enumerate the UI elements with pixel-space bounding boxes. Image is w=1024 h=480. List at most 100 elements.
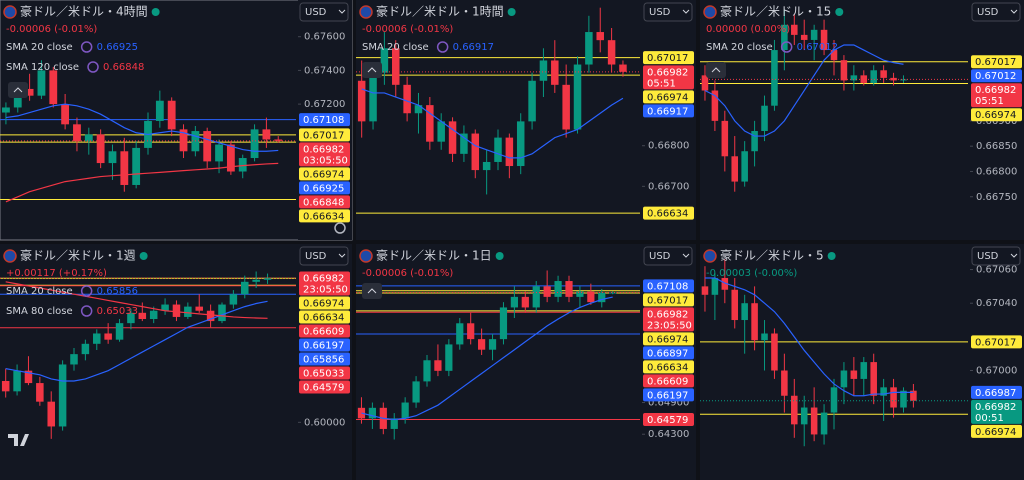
panel-background [356, 244, 696, 480]
symbol-title[interactable]: 豪ドル／米ドル・15 [720, 4, 831, 19]
candle-body [36, 383, 44, 402]
indicator-name[interactable]: SMA 20 close [6, 42, 73, 53]
candle-body [403, 84, 411, 114]
candle-body [761, 105, 768, 131]
candle-body [49, 70, 58, 105]
price-tag-label: 0.66974 [303, 169, 344, 180]
indicator-icon [780, 41, 793, 53]
candle-body [482, 161, 491, 171]
candle-body [528, 80, 536, 122]
candle-body [250, 129, 259, 159]
collapse-chevron [13, 87, 23, 93]
indicator-name[interactable]: SMA 20 close [706, 42, 773, 53]
candle-body [880, 387, 887, 396]
price-tag-label: 0.66634 [303, 211, 344, 222]
price-tag [971, 55, 1022, 69]
currency: USD [305, 7, 327, 18]
candle-body [800, 407, 808, 425]
plot-area [356, 7, 640, 214]
indicator-icon [80, 305, 93, 317]
currency: USD [977, 251, 999, 262]
candle-body [701, 75, 709, 91]
chart-panel: 0.67600 0.67400 0.67200 0.67108 0.67017 0.669… [0, 0, 353, 241]
indicator-name[interactable]: SMA 120 close [6, 62, 79, 73]
collapse-button[interactable] [8, 82, 28, 98]
price-tag-label: 0.67108 [303, 115, 344, 126]
price-tag [971, 399, 1022, 424]
candle-body [751, 130, 758, 152]
collapse-chevron [367, 288, 377, 294]
currency: USD [977, 7, 999, 18]
candle-body [721, 277, 729, 290]
candle-body [58, 364, 67, 427]
price-tag-label: 0.66974 [975, 110, 1016, 121]
price-change: -0.00006 (-0.01%) [362, 24, 453, 35]
candle-body [609, 292, 617, 294]
status-dot [495, 252, 504, 260]
currency: USD [649, 251, 671, 262]
candle-body [445, 344, 453, 371]
price-tag-label: 0.67017 [975, 337, 1016, 348]
indicator-name[interactable]: SMA 20 close [6, 286, 73, 297]
candle-body [149, 310, 158, 320]
currency-box[interactable] [971, 2, 1021, 22]
candle-body [791, 395, 798, 425]
price-tag-label: 0.66974 [303, 299, 344, 310]
plot-area [700, 9, 968, 192]
panel-background [0, 244, 352, 480]
price-tag-label: 0.66897 [647, 348, 688, 359]
candle-body [434, 360, 442, 371]
y-tick-label: 0.64300 [648, 429, 689, 440]
settings-icon[interactable] [334, 222, 346, 234]
collapse-button[interactable] [706, 62, 726, 78]
indicator-name[interactable]: SMA 20 close [362, 42, 429, 53]
candle-body [203, 131, 212, 162]
currency-box[interactable] [299, 246, 349, 266]
candle-body [426, 105, 434, 142]
candle-body [741, 151, 748, 182]
symbol-title[interactable]: 豪ドル／米ドル・1時間 [376, 4, 504, 19]
plot-area [700, 259, 968, 447]
indicator-icon [87, 61, 99, 73]
candle-body [263, 278, 272, 280]
candle-body [890, 387, 897, 408]
symbol-title[interactable]: 豪ドル／米ドル・5 [720, 248, 824, 263]
candle-body [380, 48, 389, 73]
price-tag [643, 104, 694, 118]
candle-body [412, 381, 420, 403]
dropdown-chevron [682, 9, 690, 14]
price-tag [971, 335, 1022, 349]
collapse-button[interactable] [362, 62, 382, 78]
price-tag-label: 0.66197 [303, 341, 344, 352]
symbol-title[interactable]: 豪ドル／米ドル・4時間 [20, 4, 148, 19]
panel-background [356, 0, 696, 240]
indicator-icon [80, 285, 93, 297]
price-tag-label: 0.66634 [647, 362, 688, 373]
currency-box[interactable] [299, 2, 349, 22]
candle-body [619, 64, 627, 72]
candle-body [120, 151, 129, 185]
currency-box[interactable] [971, 246, 1021, 266]
candle-body [761, 333, 768, 341]
price-axis [642, 0, 696, 240]
candle-body [467, 323, 475, 340]
price-tag [299, 167, 350, 181]
candle-body [910, 390, 917, 401]
candle-body [573, 64, 582, 130]
collapse-button[interactable] [362, 283, 382, 299]
candle-body [423, 360, 431, 382]
candle-body [701, 286, 709, 295]
y-tick-label: 0.60000 [304, 417, 345, 428]
symbol-title[interactable]: 豪ドル／米ドル・1日 [376, 248, 492, 263]
price-tag-label: 0.66982 [975, 85, 1016, 96]
symbol-title[interactable]: 豪ドル／米ドル・1週 [20, 248, 136, 263]
indicator-name[interactable]: SMA 80 close [6, 306, 73, 317]
collapse-chevron [711, 67, 721, 73]
candle-body [850, 370, 858, 379]
currency-box[interactable] [643, 2, 693, 22]
indicator-icon [80, 41, 93, 53]
currency-box[interactable] [643, 246, 693, 266]
candle-body [478, 339, 486, 350]
indicator-value: 0.66917 [453, 42, 494, 53]
candle-body [587, 291, 595, 303]
